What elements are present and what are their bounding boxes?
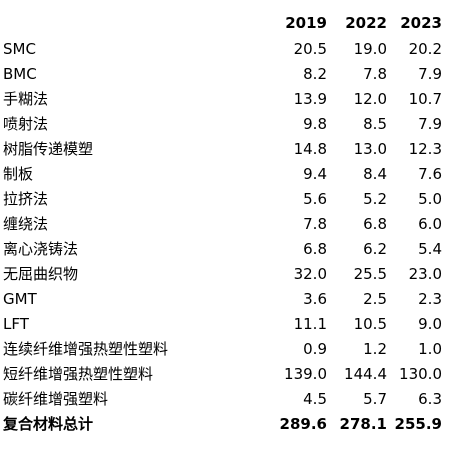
row-label: SMC: [3, 40, 36, 58]
table-header: 2019 2022 2023: [0, 14, 451, 36]
value-2019: 9.4: [303, 165, 327, 183]
value-2022: 5.7: [363, 390, 387, 408]
value-2023: 1.0: [418, 340, 442, 358]
value-2019: 32.0: [293, 265, 327, 283]
row-label: BMC: [3, 65, 37, 83]
table-row: SMC 20.5 19.0 20.2: [0, 37, 451, 62]
table-row: 无屈曲织物 32.0 25.5 23.0: [0, 262, 451, 287]
total-row: 复合材料总计 289.6 278.1 255.9: [0, 412, 451, 437]
total-label: 复合材料总计: [3, 415, 94, 433]
value-2022: 8.4: [363, 165, 387, 183]
value-2023: 5.4: [418, 240, 442, 258]
value-2022: 8.5: [363, 115, 387, 133]
value-2022: 25.5: [353, 265, 387, 283]
value-2023: 12.3: [408, 140, 442, 158]
value-2019: 6.8: [303, 240, 327, 258]
total-value-2019: 289.6: [279, 415, 327, 433]
table-row: 碳纤维增强塑料 4.5 5.7 6.3: [0, 387, 451, 412]
row-label: 碳纤维增强塑料: [3, 390, 109, 408]
value-2022: 2.5: [363, 290, 387, 308]
value-2019: 8.2: [303, 65, 327, 83]
table-row: BMC 8.2 7.8 7.9: [0, 62, 451, 87]
value-2022: 6.8: [363, 215, 387, 233]
row-label: GMT: [3, 290, 37, 308]
value-2023: 10.7: [408, 90, 442, 108]
table-row: GMT 3.6 2.5 2.3: [0, 287, 451, 312]
row-label: 缠绕法: [3, 215, 49, 233]
table-row: 喷射法 9.8 8.5 7.9: [0, 112, 451, 137]
table-row: 短纤维增强热塑性塑料 139.0 144.4 130.0: [0, 362, 451, 387]
row-label: 手糊法: [3, 90, 49, 108]
value-2022: 6.2: [363, 240, 387, 258]
value-2022: 12.0: [353, 90, 387, 108]
row-label: 连续纤维增强热塑性塑料: [3, 340, 169, 358]
row-label: 制板: [3, 165, 34, 183]
header-year-2023: 2023: [400, 14, 442, 32]
row-label: 离心浇铸法: [3, 240, 79, 258]
table-row: 缠绕法 7.8 6.8 6.0: [0, 212, 451, 237]
table-body: SMC 20.5 19.0 20.2 BMC 8.2 7.8 7.9 手糊法 1…: [0, 37, 451, 437]
value-2019: 0.9: [303, 340, 327, 358]
value-2023: 7.9: [418, 65, 442, 83]
value-2022: 1.2: [363, 340, 387, 358]
row-label: 喷射法: [3, 115, 49, 133]
value-2019: 14.8: [293, 140, 327, 158]
value-2019: 5.6: [303, 190, 327, 208]
table-row: 手糊法 13.9 12.0 10.7: [0, 87, 451, 112]
value-2019: 13.9: [293, 90, 327, 108]
value-2022: 10.5: [353, 315, 387, 333]
table-row: 连续纤维增强热塑性塑料 0.9 1.2 1.0: [0, 337, 451, 362]
row-label: 拉挤法: [3, 190, 49, 208]
value-2019: 9.8: [303, 115, 327, 133]
value-2019: 4.5: [303, 390, 327, 408]
value-2023: 6.0: [418, 215, 442, 233]
total-value-2022: 278.1: [339, 415, 387, 433]
value-2019: 11.1: [293, 315, 327, 333]
row-label: 短纤维增强热塑性塑料: [3, 365, 154, 383]
value-2023: 23.0: [408, 265, 442, 283]
row-label: LFT: [3, 315, 29, 333]
total-value-2023: 255.9: [394, 415, 442, 433]
value-2023: 9.0: [418, 315, 442, 333]
row-label: 无屈曲织物: [3, 265, 79, 283]
value-2019: 20.5: [293, 40, 327, 58]
table-row: 离心浇铸法 6.8 6.2 5.4: [0, 237, 451, 262]
table-row: 制板 9.4 8.4 7.6: [0, 162, 451, 187]
header-blank-cell: [0, 14, 270, 36]
value-2023: 7.6: [418, 165, 442, 183]
header-year-2022: 2022: [345, 14, 387, 32]
value-2023: 6.3: [418, 390, 442, 408]
value-2022: 13.0: [353, 140, 387, 158]
table-row: 树脂传递模塑 14.8 13.0 12.3: [0, 137, 451, 162]
value-2022: 19.0: [353, 40, 387, 58]
value-2022: 7.8: [363, 65, 387, 83]
value-2023: 5.0: [418, 190, 442, 208]
row-label: 树脂传递模塑: [3, 140, 94, 158]
value-2023: 2.3: [418, 290, 442, 308]
table-row: 拉挤法 5.6 5.2 5.0: [0, 187, 451, 212]
value-2022: 144.4: [344, 365, 387, 383]
value-2023: 20.2: [408, 40, 442, 58]
value-2023: 7.9: [418, 115, 442, 133]
header-year-2019: 2019: [285, 14, 327, 32]
value-2023: 130.0: [399, 365, 442, 383]
value-2022: 5.2: [363, 190, 387, 208]
table-row: LFT 11.1 10.5 9.0: [0, 312, 451, 337]
value-2019: 139.0: [284, 365, 327, 383]
value-2019: 7.8: [303, 215, 327, 233]
value-2019: 3.6: [303, 290, 327, 308]
